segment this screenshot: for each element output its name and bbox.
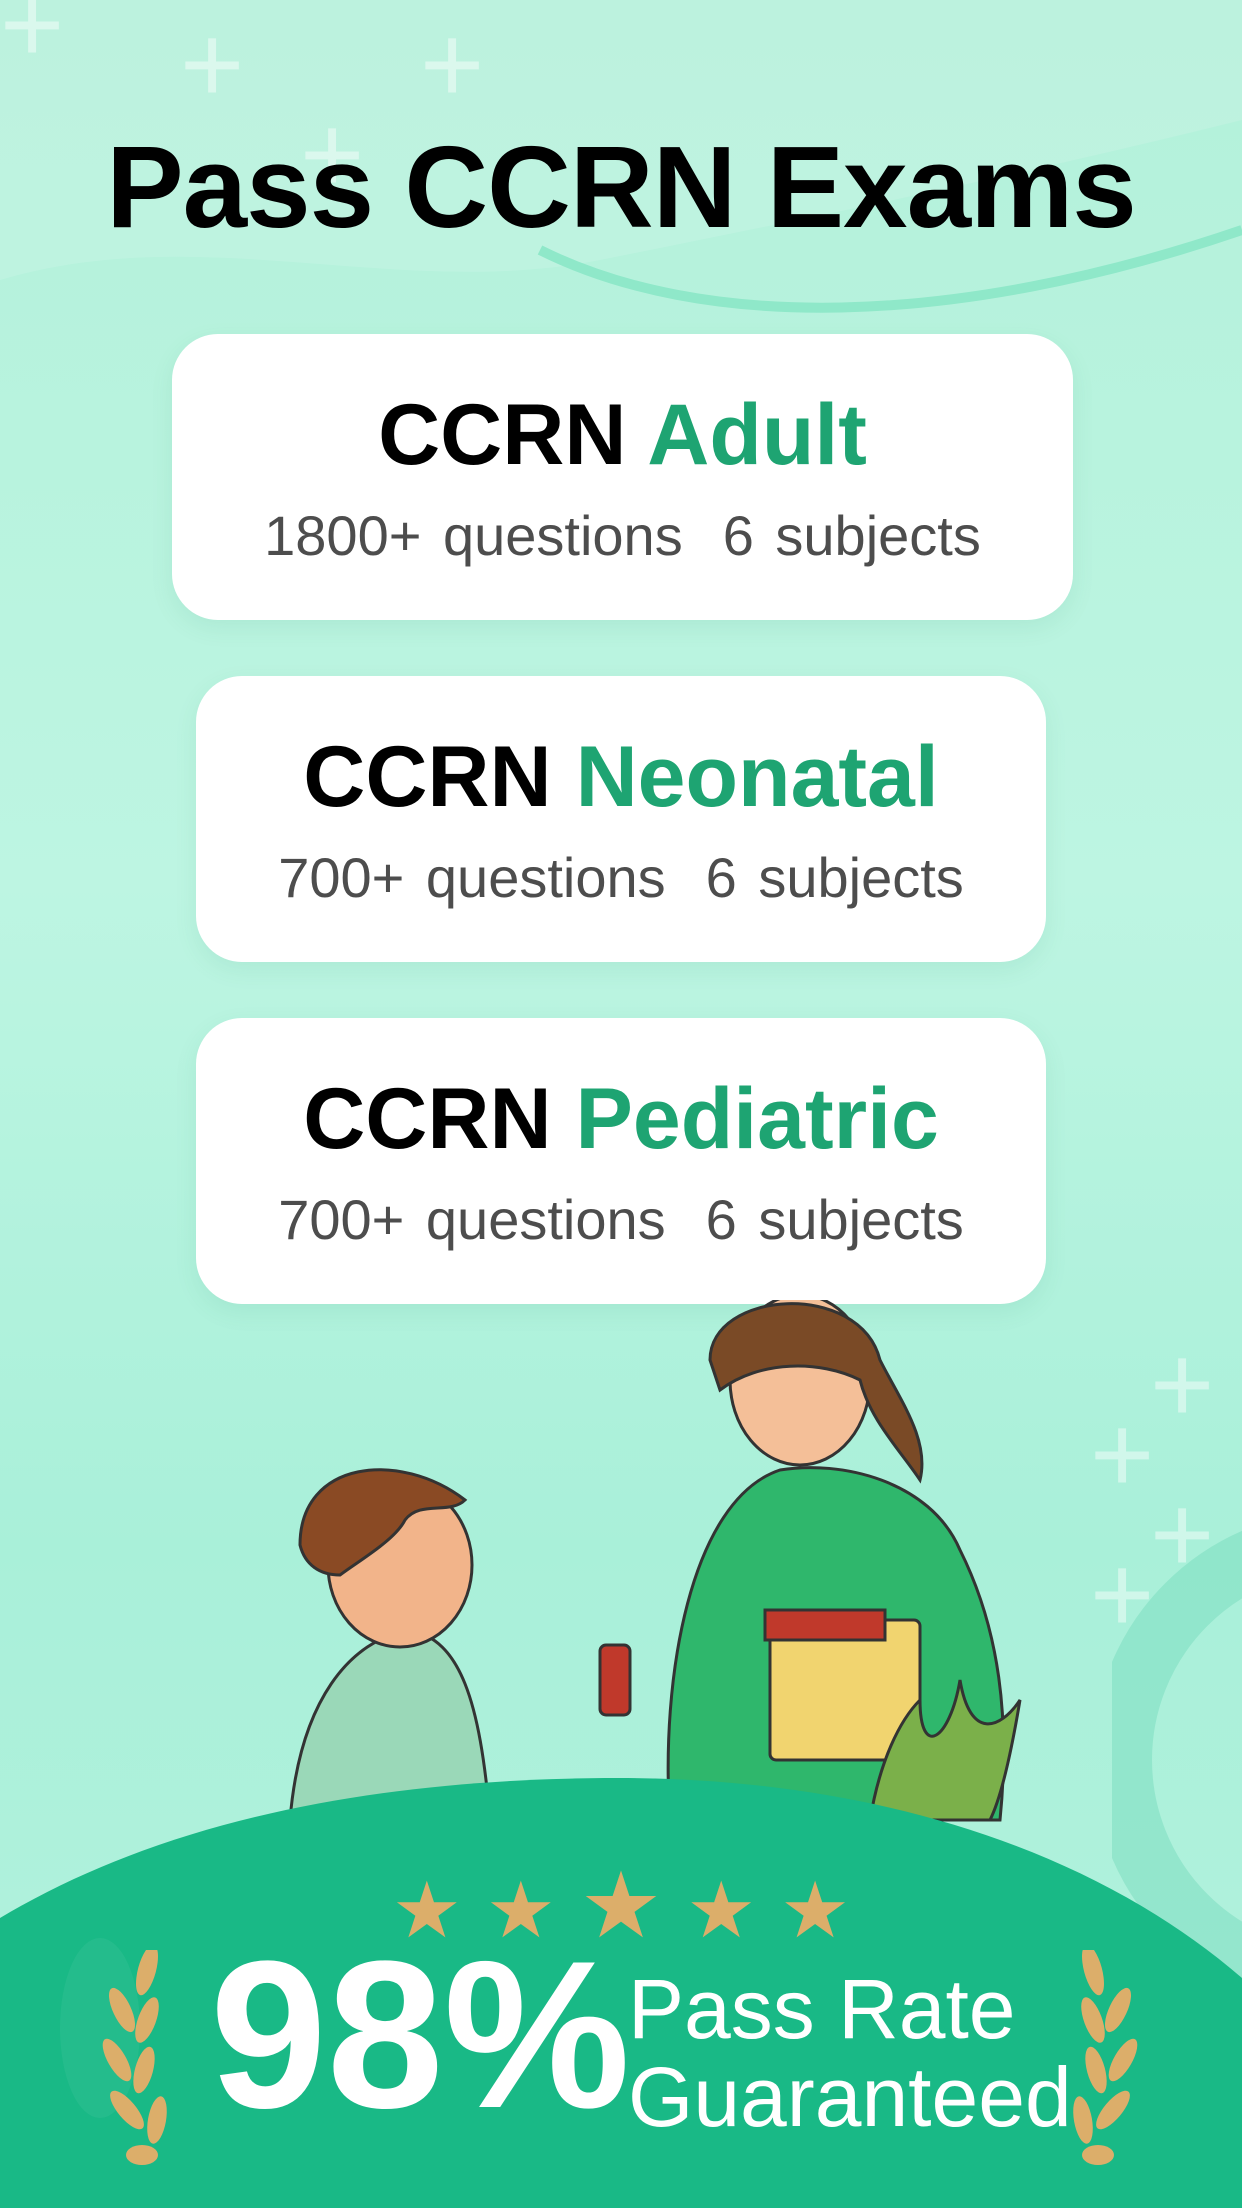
star-icon: ★ <box>780 1866 851 1954</box>
card-prefix: CCRN <box>303 1071 552 1167</box>
star-icon: ★ <box>485 1866 556 1954</box>
star-icon: ★ <box>579 1855 663 1957</box>
background-waves <box>0 0 1242 313</box>
pass-rate-percent: 98% <box>210 1917 631 2152</box>
exam-card-adult[interactable]: CCRN Adult 1800+ questions 6 subjects <box>172 334 1073 620</box>
bottom-banner-background <box>0 1778 1242 2208</box>
question-count: 700+ questions <box>278 1188 666 1251</box>
card-name: Neonatal <box>575 729 939 825</box>
exam-card-neonatal[interactable]: CCRN Neonatal 700+ questions 6 subjects <box>196 676 1046 962</box>
subject-count: 6 subjects <box>705 846 964 909</box>
card-name: Pediatric <box>575 1071 939 1167</box>
plus-decoration-icon: + <box>1090 1393 1155 1516</box>
nurse-and-child-illustration <box>278 1300 1022 1860</box>
laurel-left-icon <box>102 1950 167 2165</box>
star-icon: ★ <box>391 1866 462 1954</box>
pass-rate-label: Pass Rate Guaranteed <box>628 1962 1072 2145</box>
page-title: Pass CCRN Exams <box>106 122 1137 252</box>
card-prefix: CCRN <box>378 387 627 483</box>
pass-rate-line2: Guaranteed <box>628 2050 1072 2145</box>
star-icon: ★ <box>686 1866 757 1954</box>
rating-stars: ★ ★ ★ ★ ★ <box>0 1860 1242 1952</box>
plus-decoration-icon: + <box>1150 1323 1215 1446</box>
pass-rate-line1: Pass Rate <box>628 1962 1016 2056</box>
exam-card-pediatric[interactable]: CCRN Pediatric 700+ questions 6 subjects <box>196 1018 1046 1304</box>
plus-decoration-icon: + <box>300 100 364 210</box>
plus-decoration-icon: + <box>180 10 244 120</box>
card-prefix: CCRN <box>303 729 552 825</box>
background-circle <box>1112 1530 1242 1990</box>
subject-count: 6 subjects <box>722 504 981 567</box>
question-count: 1800+ questions <box>264 504 683 567</box>
question-count: 700+ questions <box>278 846 666 909</box>
subject-count: 6 subjects <box>705 1188 964 1251</box>
laurel-right-icon <box>1073 1950 1138 2165</box>
plus-decoration-icon: + <box>0 0 64 80</box>
card-name: Adult <box>647 387 867 483</box>
plus-decoration-icon: + <box>420 10 484 120</box>
